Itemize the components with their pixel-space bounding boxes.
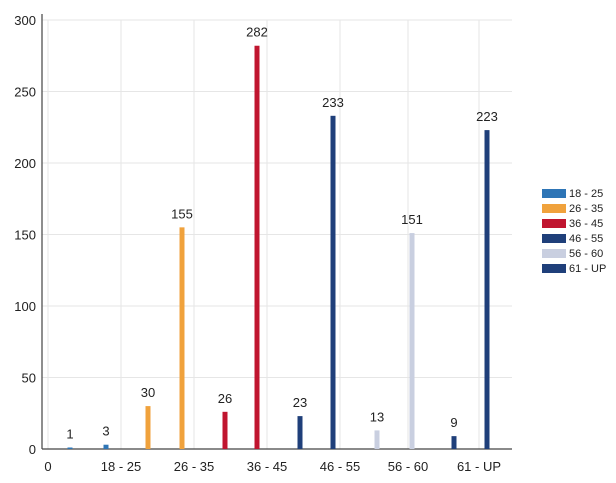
legend-item: 18 - 25 (542, 186, 606, 201)
legend-swatch (542, 234, 566, 243)
legend-swatch (542, 264, 566, 273)
tick-labels: 0 50 100 150 200 250 300 0 18 - 25 26 - 35 36 - 45… (14, 13, 501, 474)
legend-label: 26 - 35 (569, 202, 604, 215)
data-label: 23 (293, 395, 307, 410)
y-tick-label: 200 (14, 156, 36, 171)
x-tick-label: 56 - 60 (388, 459, 428, 474)
legend-item: 26 - 35 (542, 201, 606, 216)
legend-swatch (542, 204, 566, 213)
legend-label: 61 - UP (569, 262, 607, 275)
y-tick-label: 300 (14, 13, 36, 28)
y-tick-label: 50 (22, 371, 36, 386)
bar (145, 406, 151, 449)
legend: 18 - 25 26 - 35 36 - 45 46 - 55 56 - 60 61 - … (542, 186, 606, 276)
x-tick-label: 26 - 35 (174, 459, 214, 474)
bars (67, 45, 490, 450)
y-tick-label: 150 (14, 228, 36, 243)
bar (451, 436, 457, 449)
bar (179, 227, 185, 449)
x-tick-label: 0 (44, 459, 51, 474)
legend-swatch (542, 249, 566, 258)
bar (222, 411, 228, 449)
x-tick-label: 36 - 45 (247, 459, 287, 474)
data-label: 233 (322, 95, 344, 110)
y-tick-label: 100 (14, 299, 36, 314)
x-tick-label: 46 - 55 (320, 459, 360, 474)
gridlines (42, 19, 512, 449)
data-label: 155 (171, 206, 193, 221)
data-label: 26 (218, 391, 232, 406)
legend-label: 36 - 45 (569, 217, 604, 230)
x-tick-label: 61 - UP (457, 459, 501, 474)
bar (409, 233, 415, 449)
bar (330, 115, 336, 449)
data-label: 223 (476, 109, 498, 124)
legend-item: 36 - 45 (542, 216, 606, 231)
legend-label: 46 - 55 (569, 232, 604, 245)
data-label: 9 (450, 415, 457, 430)
y-tick-label: 250 (14, 85, 36, 100)
data-label: 13 (370, 409, 384, 424)
legend-label: 18 - 25 (569, 187, 604, 200)
data-label: 3 (102, 424, 109, 439)
legend-swatch (542, 219, 566, 228)
legend-item: 61 - UP (542, 261, 606, 276)
data-label: 30 (141, 385, 155, 400)
bar (254, 45, 260, 450)
legend-item: 46 - 55 (542, 231, 606, 246)
bar (484, 130, 490, 450)
data-label: 282 (246, 25, 268, 40)
legend-swatch (542, 189, 566, 198)
bar (374, 430, 380, 449)
bar (297, 416, 303, 449)
legend-item: 56 - 60 (542, 246, 606, 261)
y-tick-label: 0 (29, 442, 36, 457)
bar (67, 447, 73, 449)
data-label: 1 (66, 427, 73, 442)
x-tick-label: 18 - 25 (101, 459, 141, 474)
data-label: 151 (401, 212, 423, 227)
legend-label: 56 - 60 (569, 247, 604, 260)
bar (103, 444, 109, 449)
axes (41, 14, 512, 450)
